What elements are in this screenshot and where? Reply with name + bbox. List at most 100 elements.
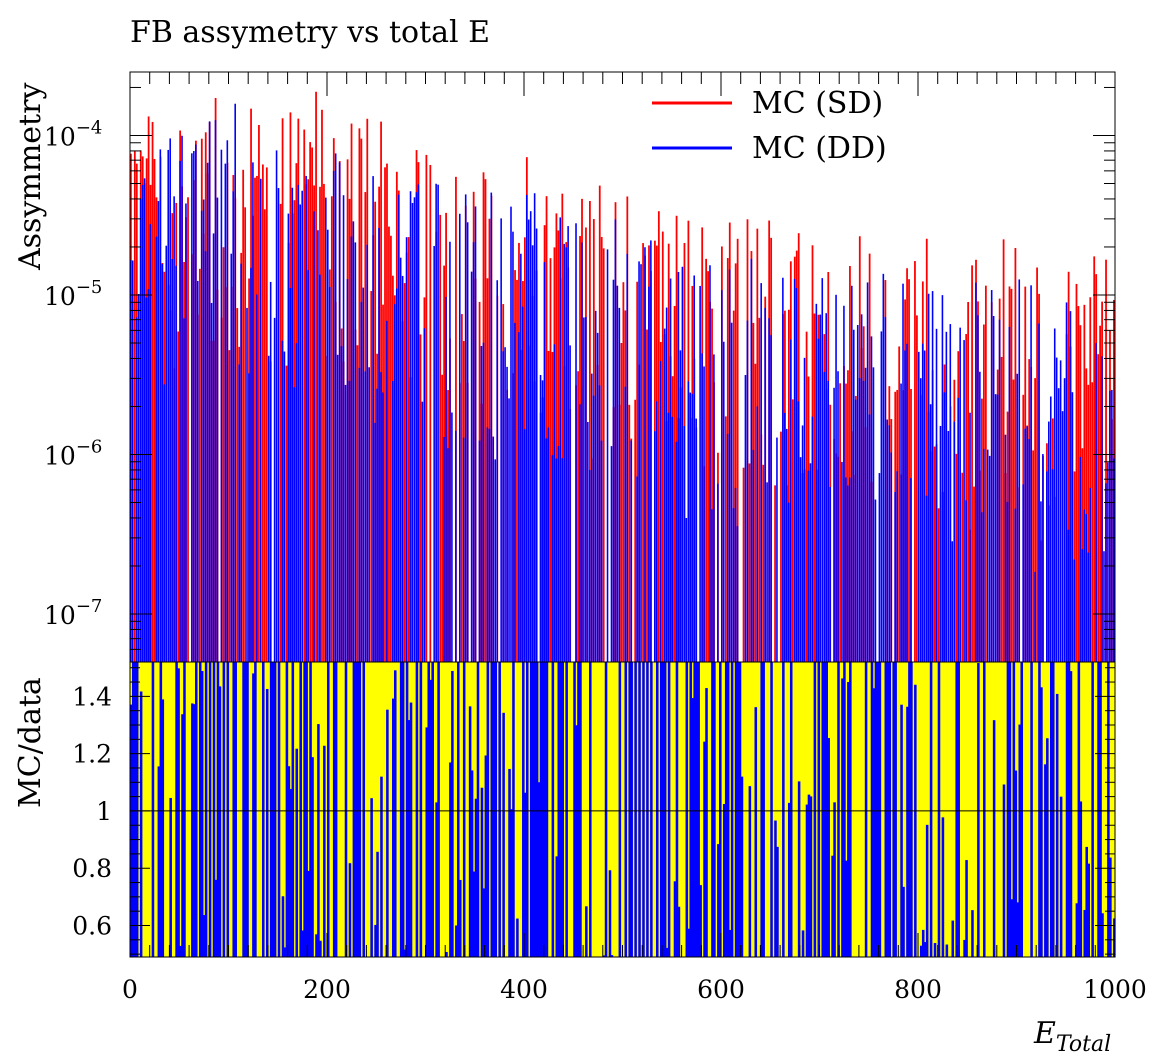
ratio-bar	[797, 781, 801, 957]
bar-mc-dd	[953, 421, 956, 662]
bar-mc-sd	[330, 196, 333, 662]
bar-mc-dd	[659, 361, 662, 662]
ratio-bar	[902, 886, 905, 957]
bar-mc-dd	[527, 219, 530, 663]
ratio-bar	[455, 925, 458, 957]
bar-mc-dd	[183, 318, 185, 662]
bar-mc-dd	[293, 387, 296, 662]
ratio-bar	[602, 955, 606, 957]
bar-mc-dd	[921, 343, 924, 662]
bar-mc-sd	[1075, 283, 1078, 662]
ratio-bar	[1065, 662, 1069, 957]
ratio-bar	[774, 820, 777, 957]
bar-mc-dd	[313, 211, 315, 662]
bar-mc-dd	[175, 265, 177, 662]
bar-mc-dd	[655, 401, 658, 662]
bar-mc-dd	[143, 178, 146, 662]
ratio-bar	[717, 844, 720, 957]
bar-mc-dd	[596, 332, 599, 662]
ratio-bar	[311, 757, 314, 957]
ratio-bar	[837, 662, 840, 957]
ratio-bar	[929, 662, 933, 957]
ratio-bar	[689, 662, 693, 957]
bar-mc-dd	[488, 428, 491, 662]
ratio-bar	[309, 662, 312, 957]
ratio-bar	[175, 662, 178, 957]
bar-mc-dd	[1087, 552, 1089, 662]
ratio-bar	[244, 662, 247, 957]
ratio-bar	[512, 662, 515, 957]
bar-mc-dd	[191, 153, 193, 663]
bar-mc-dd	[212, 233, 215, 662]
ratio-bar	[937, 662, 941, 957]
bar-mc-dd	[1103, 551, 1105, 662]
bar-mc-dd	[569, 345, 571, 662]
ratio-bar	[242, 662, 245, 957]
bar-mc-sd	[545, 196, 548, 662]
ratio-bar	[157, 766, 161, 957]
bar-mc-dd	[744, 375, 747, 662]
ratio-bar	[1020, 662, 1023, 957]
bar-mc-dd	[1111, 389, 1113, 662]
bar-mc-dd	[1034, 571, 1036, 662]
bar-mc-sd	[1032, 450, 1035, 662]
bar-mc-dd	[703, 366, 705, 662]
upper-y-tick-label: 10−6	[44, 436, 102, 470]
ratio-bar	[344, 662, 348, 957]
bar-mc-sd	[748, 463, 751, 662]
bar-mc-dd	[709, 265, 711, 662]
bar-mc-dd	[561, 458, 564, 662]
bar-mc-dd	[533, 193, 536, 663]
bar-mc-dd	[626, 253, 629, 662]
bar-mc-sd	[636, 281, 639, 662]
bar-mc-dd	[522, 306, 524, 662]
ratio-bar	[945, 944, 949, 957]
bar-mc-sd	[390, 235, 392, 662]
legend: MC (SD) MC (DD)	[652, 86, 887, 166]
bar-mc-sd	[1091, 382, 1094, 662]
bar-mc-dd	[1028, 439, 1030, 662]
ratio-bar	[183, 662, 186, 957]
bar-mc-dd	[581, 242, 583, 663]
ratio-y-tick-label: 1.2	[72, 740, 112, 769]
bar-mc-dd	[196, 280, 199, 662]
ratio-bar	[634, 662, 637, 957]
bar-mc-dd	[443, 436, 445, 662]
ratio-bar	[577, 662, 580, 957]
bar-mc-dd	[437, 184, 439, 662]
bar-mc-dd	[163, 384, 166, 662]
ratio-bar	[151, 662, 155, 957]
ratio-bar	[393, 670, 397, 957]
bar-mc-dd	[423, 328, 426, 662]
ratio-bar	[957, 662, 960, 957]
bar-mc-dd	[689, 392, 692, 662]
bar-mc-dd	[531, 245, 534, 663]
ratio-bar	[1046, 738, 1049, 957]
bar-mc-dd	[957, 397, 959, 662]
upper-y-tick-label: 10−5	[44, 277, 102, 311]
ratio-bar	[719, 662, 722, 957]
bar-mc-dd	[161, 264, 164, 662]
ratio-bar	[1075, 903, 1079, 957]
ratio-bar	[782, 662, 785, 957]
bar-mc-dd	[415, 192, 418, 662]
bar-mc-dd	[918, 351, 920, 662]
bar-mc-dd	[592, 395, 595, 662]
bar-mc-dd	[837, 371, 839, 662]
ratio-bar	[776, 846, 779, 957]
bar-mc-sd	[577, 371, 579, 662]
ratio-bar	[878, 662, 882, 957]
bar-mc-dd	[852, 329, 855, 662]
ratio-bar	[204, 662, 208, 957]
ratio-bar	[370, 798, 373, 957]
bar-mc-sd	[153, 158, 156, 662]
ratio-bar	[894, 662, 897, 957]
ratio-bar	[232, 662, 235, 957]
x-axis-label-sub: Total	[1056, 1032, 1111, 1056]
ratio-bar	[801, 930, 805, 957]
bar-mc-sd	[839, 383, 841, 662]
bar-mc-sd	[460, 314, 463, 662]
bar-mc-sd	[705, 258, 708, 662]
bar-mc-dd	[155, 236, 158, 662]
ratio-bar	[323, 745, 326, 957]
